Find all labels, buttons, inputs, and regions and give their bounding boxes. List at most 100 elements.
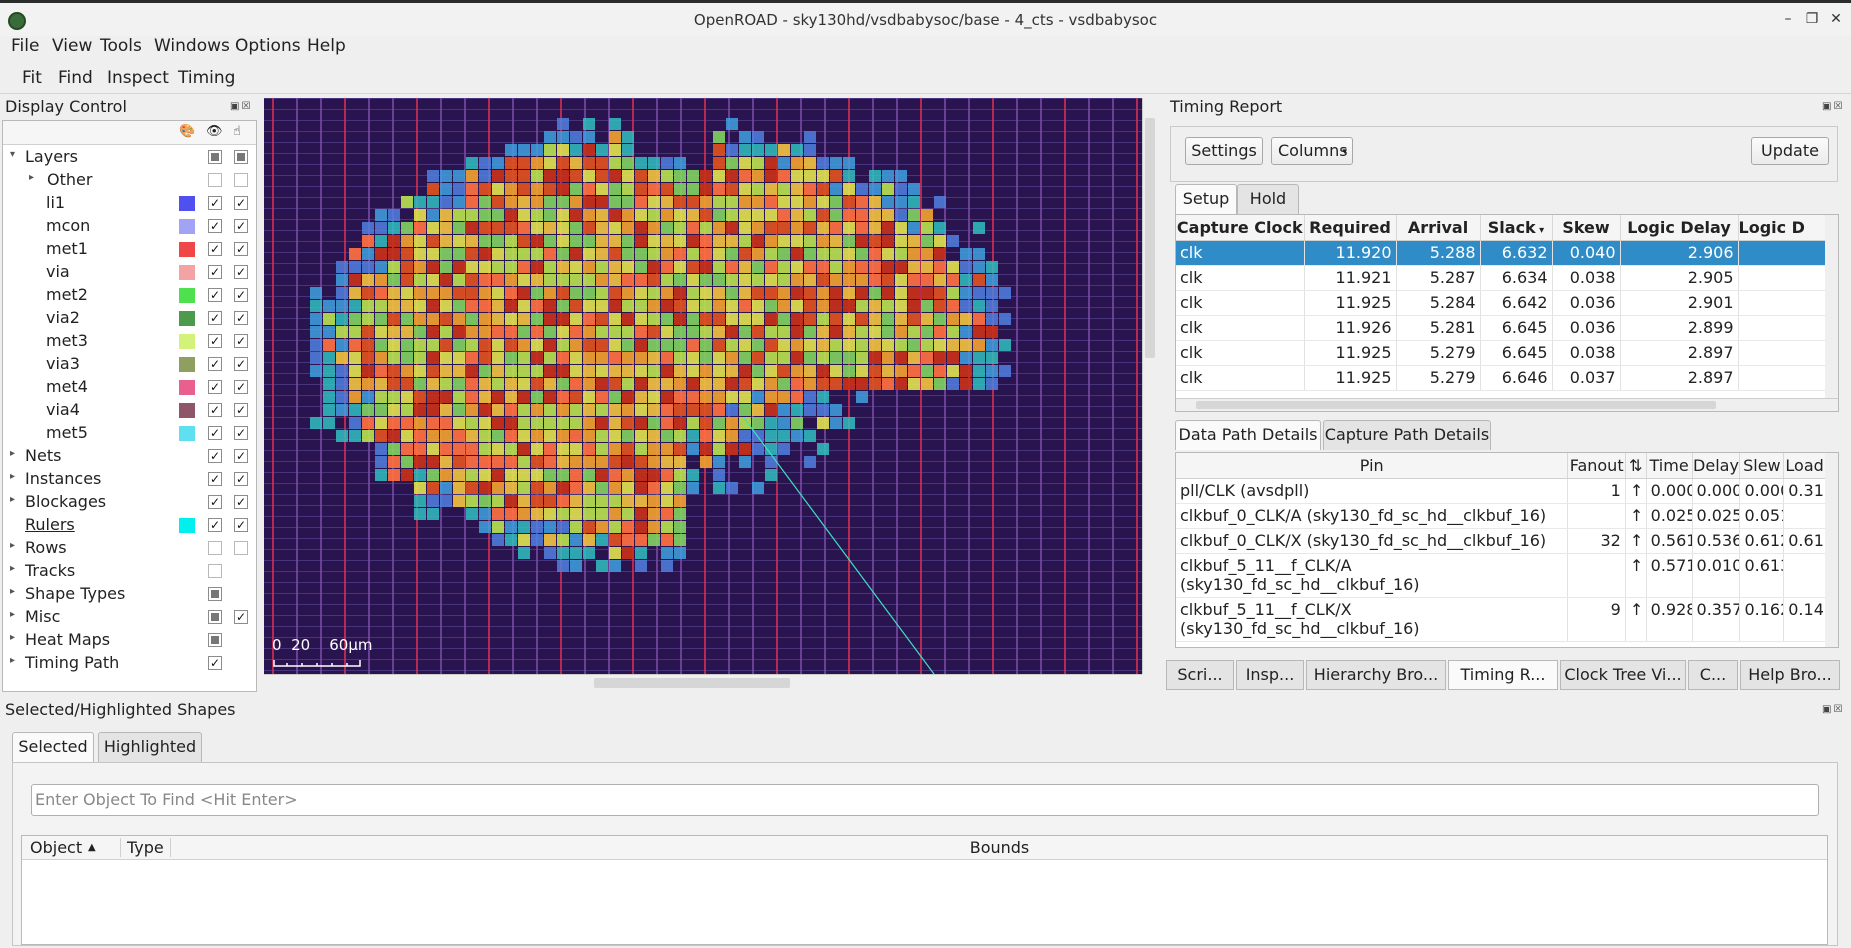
layer-color-swatch[interactable] — [179, 265, 195, 280]
timing-dock-float-close-icon[interactable]: ▣☒ — [1822, 101, 1845, 112]
visible-checkbox[interactable] — [208, 564, 222, 578]
layer-color-swatch[interactable] — [179, 242, 195, 257]
find-button[interactable]: Find — [58, 68, 93, 88]
timing-paths-table[interactable]: Capture Clock Required Arrival Slack ▾ Skew L… — [1175, 214, 1839, 412]
layer-color-swatch[interactable] — [179, 196, 195, 211]
layer-row[interactable]: ▸ Blockages ✓ ✓ — [3, 491, 256, 514]
layer-color-swatch[interactable] — [179, 518, 195, 533]
layout-horizontal-scrollbar[interactable] — [264, 674, 1142, 690]
layer-row[interactable]: ▸ Shape Types — [3, 583, 256, 606]
column-header[interactable]: Skew — [1552, 215, 1621, 241]
update-button[interactable]: Update — [1751, 137, 1829, 165]
layer-row[interactable]: ▾ Layers — [3, 146, 256, 169]
layer-row[interactable]: ▸ Misc ✓ — [3, 606, 256, 629]
table-row[interactable]: clk 11.921 5.287 6.634 0.038 2.905 — [1176, 265, 1837, 291]
layout-vertical-scrollbar[interactable] — [1142, 98, 1156, 674]
collapse-arrow-icon[interactable]: ▸ — [10, 586, 16, 597]
paths-vertical-scrollbar[interactable] — [1825, 215, 1838, 411]
paths-horizontal-scrollbar[interactable] — [1176, 398, 1838, 411]
dock-tab[interactable]: Hierarchy Bro... — [1306, 660, 1446, 690]
visible-checkbox[interactable]: ✓ — [208, 380, 222, 394]
expand-arrow-icon[interactable]: ▾ — [10, 149, 16, 160]
tab-selected[interactable]: Selected — [12, 732, 94, 762]
detail-row[interactable]: clkbuf_0_CLK/X (sky130_fd_sc_hd__clkbuf_… — [1176, 528, 1826, 554]
visible-checkbox[interactable]: ✓ — [208, 196, 222, 210]
minimize-icon[interactable]: – — [1784, 11, 1792, 27]
col-type[interactable]: Type — [120, 838, 164, 857]
column-header[interactable]: Required — [1304, 215, 1397, 241]
visible-checkbox[interactable]: ✓ — [208, 334, 222, 348]
layer-row[interactable]: ▸ Tracks — [3, 560, 256, 583]
dock-float-close-icon[interactable]: ▣☒ — [230, 101, 253, 112]
layer-row[interactable]: ▸ Heat Maps — [3, 629, 256, 652]
visible-checkbox[interactable] — [208, 633, 222, 647]
column-header[interactable]: Slack ▾ — [1480, 215, 1553, 241]
layer-row[interactable]: met2 ✓ ✓ — [3, 284, 256, 307]
tab-capture-path-details[interactable]: Capture Path Details — [1323, 420, 1491, 450]
data-path-details-table[interactable]: Pin Fanout ⇅ Time Delay Slew Load pll/CLK (avsd… — [1175, 452, 1839, 648]
dock-tab[interactable]: Clock Tree Vi... — [1560, 660, 1686, 690]
menu-help[interactable]: Help — [307, 36, 346, 56]
selectable-checkbox[interactable]: ✓ — [234, 495, 248, 509]
selectable-checkbox[interactable]: ✓ — [234, 380, 248, 394]
settings-button[interactable]: Settings — [1185, 137, 1263, 165]
selectable-checkbox[interactable]: ✓ — [234, 265, 248, 279]
layer-row[interactable]: mcon ✓ ✓ — [3, 215, 256, 238]
visible-checkbox[interactable]: ✓ — [208, 403, 222, 417]
dock-tab[interactable]: Timing R... — [1448, 660, 1558, 690]
column-header[interactable]: Logic D — [1738, 215, 1837, 241]
visible-checkbox[interactable] — [208, 610, 222, 624]
table-row[interactable]: clk 11.925 5.279 6.646 0.037 2.897 — [1176, 365, 1837, 391]
tab-highlighted[interactable]: Highlighted — [98, 732, 202, 762]
visible-checkbox[interactable]: ✓ — [208, 357, 222, 371]
detail-column-header[interactable]: Fanout — [1567, 453, 1626, 479]
visible-checkbox[interactable]: ✓ — [208, 288, 222, 302]
visible-checkbox[interactable]: ✓ — [208, 518, 222, 532]
col-bounds[interactable]: Bounds — [170, 838, 1828, 857]
dock-tab[interactable]: C... — [1688, 660, 1738, 690]
selected-dock-float-close-icon[interactable]: ▣☒ — [1822, 704, 1845, 715]
selectable-checkbox[interactable]: ✓ — [234, 449, 248, 463]
timing-button[interactable]: Timing — [178, 68, 236, 88]
table-row[interactable]: clk 11.925 5.284 6.642 0.036 2.901 — [1176, 290, 1837, 316]
layer-color-swatch[interactable] — [179, 334, 195, 349]
collapse-arrow-icon[interactable]: ▸ — [10, 563, 16, 574]
selectable-checkbox[interactable]: ✓ — [234, 518, 248, 532]
layer-row[interactable]: met1 ✓ ✓ — [3, 238, 256, 261]
table-row[interactable]: clk 11.926 5.281 6.645 0.036 2.899 — [1176, 315, 1837, 341]
detail-row[interactable]: clkbuf_5_11__f_CLK/X (sky130_fd_sc_hd__c… — [1176, 597, 1826, 642]
selected-objects-table[interactable]: Object ▲ Type Bounds — [21, 835, 1828, 945]
visible-checkbox[interactable] — [208, 587, 222, 601]
layer-color-swatch[interactable] — [179, 311, 195, 326]
inspect-button[interactable]: Inspect — [107, 68, 169, 88]
detail-column-header[interactable]: Slew — [1739, 453, 1785, 479]
table-row[interactable]: clk 11.920 5.288 6.632 0.040 2.906 — [1176, 240, 1837, 266]
column-header[interactable]: Arrival — [1396, 215, 1481, 241]
collapse-arrow-icon[interactable]: ▸ — [29, 172, 35, 183]
selectable-checkbox[interactable]: ✓ — [234, 311, 248, 325]
object-search-input[interactable]: Enter Object To Find <Hit Enter> — [31, 784, 1819, 816]
menu-tools[interactable]: Tools — [100, 36, 142, 56]
layer-row[interactable]: ▸ Timing Path ✓ — [3, 652, 256, 675]
selectable-checkbox[interactable]: ✓ — [234, 242, 248, 256]
collapse-arrow-icon[interactable]: ▸ — [10, 609, 16, 620]
visible-checkbox[interactable]: ✓ — [208, 472, 222, 486]
layer-row[interactable]: via3 ✓ ✓ — [3, 353, 256, 376]
tab-data-path-details[interactable]: Data Path Details — [1175, 420, 1321, 450]
layer-row[interactable]: li1 ✓ ✓ — [3, 192, 256, 215]
layer-color-swatch[interactable] — [179, 357, 195, 372]
layer-row[interactable]: via2 ✓ ✓ — [3, 307, 256, 330]
fit-button[interactable]: Fit — [22, 68, 42, 88]
selectable-checkbox[interactable]: ✓ — [234, 403, 248, 417]
layer-row[interactable]: ▸ Rows — [3, 537, 256, 560]
layer-row[interactable]: ▸ Nets ✓ ✓ — [3, 445, 256, 468]
collapse-arrow-icon[interactable]: ▸ — [10, 471, 16, 482]
visible-checkbox[interactable] — [208, 173, 222, 187]
layer-row[interactable]: met4 ✓ ✓ — [3, 376, 256, 399]
visible-checkbox[interactable]: ✓ — [208, 426, 222, 440]
selectable-checkbox[interactable]: ✓ — [234, 196, 248, 210]
collapse-arrow-icon[interactable]: ▸ — [10, 448, 16, 459]
selectable-checkbox[interactable] — [234, 541, 248, 555]
visible-checkbox[interactable] — [208, 541, 222, 555]
